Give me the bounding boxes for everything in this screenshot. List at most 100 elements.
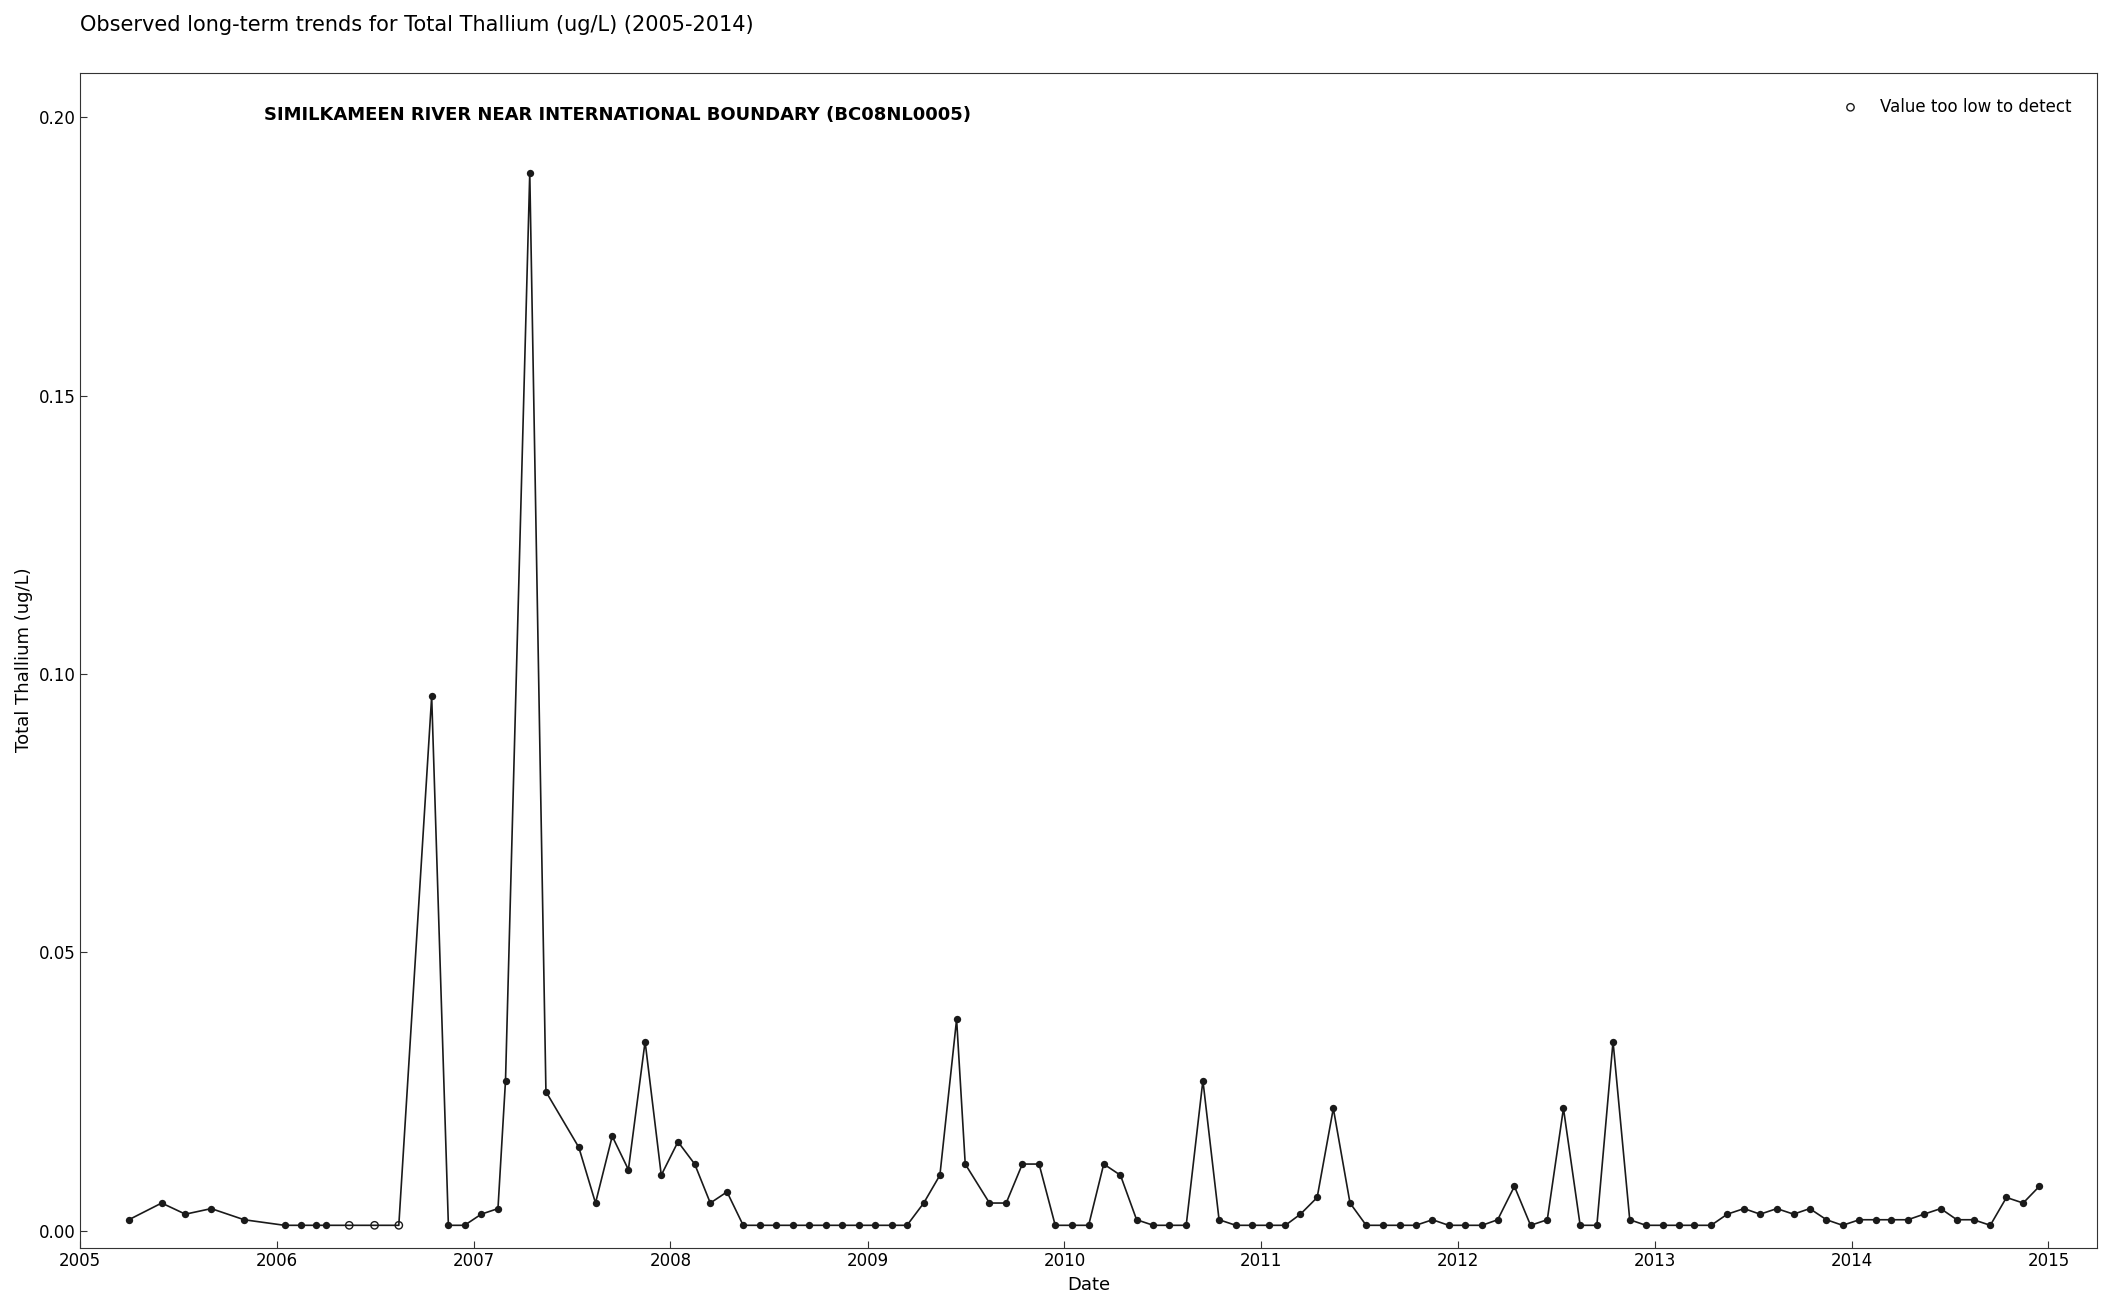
Point	[1628, 1215, 1662, 1236]
Point	[285, 1215, 319, 1236]
Point	[1466, 1215, 1500, 1236]
Point	[841, 1215, 874, 1236]
Point	[693, 1192, 727, 1213]
Point	[1941, 1210, 1975, 1230]
Point	[1449, 1215, 1483, 1236]
Point	[974, 1192, 1007, 1213]
Point	[357, 1215, 391, 1236]
Point	[1398, 1215, 1432, 1236]
Point	[743, 1215, 777, 1236]
Point	[1153, 1215, 1187, 1236]
Point	[1662, 1215, 1696, 1236]
Point	[1088, 1153, 1121, 1174]
Point	[1924, 1198, 1958, 1219]
Point	[1645, 1215, 1679, 1236]
Point	[1383, 1215, 1417, 1236]
Point	[414, 686, 448, 707]
Point	[1202, 1210, 1236, 1230]
Legend: Value too low to detect: Value too low to detect	[1816, 81, 2089, 132]
Point	[1071, 1215, 1105, 1236]
Point	[1890, 1210, 1924, 1230]
Point	[1236, 1215, 1269, 1236]
Point	[1316, 1098, 1350, 1119]
Point	[792, 1215, 826, 1236]
Point	[612, 1160, 646, 1181]
Point	[1580, 1215, 1614, 1236]
Point	[382, 1215, 416, 1236]
Point	[940, 1009, 974, 1030]
Point	[1039, 1215, 1073, 1236]
Point	[146, 1192, 180, 1213]
Point	[332, 1215, 365, 1236]
Text: Observed long-term trends for Total Thallium (ug/L) (2005-2014): Observed long-term trends for Total Thal…	[80, 14, 754, 35]
Point	[661, 1131, 695, 1152]
Point	[874, 1215, 908, 1236]
Point	[1873, 1210, 1907, 1230]
Point	[1677, 1215, 1711, 1236]
Point	[1907, 1204, 1941, 1225]
X-axis label: Date: Date	[1067, 1276, 1111, 1295]
Point	[948, 1153, 982, 1174]
Point	[1105, 1165, 1138, 1186]
Point	[1481, 1210, 1514, 1230]
Point	[112, 1210, 146, 1230]
Point	[1187, 1069, 1221, 1090]
Point	[857, 1215, 891, 1236]
Point	[1956, 1210, 1990, 1230]
Point	[1497, 1175, 1531, 1196]
Point	[1514, 1215, 1548, 1236]
Point	[1531, 1210, 1565, 1230]
Point	[579, 1192, 612, 1213]
Point	[2023, 1175, 2057, 1196]
Point	[1759, 1198, 1793, 1219]
Point	[300, 1215, 334, 1236]
Point	[596, 1126, 629, 1147]
Point	[1614, 1210, 1647, 1230]
Point	[482, 1198, 515, 1219]
Point	[1170, 1215, 1204, 1236]
Point	[2006, 1192, 2040, 1213]
Point	[1825, 1215, 1859, 1236]
Point	[1776, 1204, 1810, 1225]
Point	[513, 162, 547, 183]
Point	[1728, 1198, 1761, 1219]
Point	[988, 1192, 1022, 1213]
Point	[1432, 1215, 1466, 1236]
Point	[1301, 1187, 1335, 1208]
Point	[448, 1215, 482, 1236]
Point	[169, 1204, 203, 1225]
Point	[1269, 1215, 1303, 1236]
Point	[1793, 1198, 1827, 1219]
Point	[1350, 1215, 1383, 1236]
Point	[1694, 1215, 1728, 1236]
Point	[775, 1215, 809, 1236]
Point	[268, 1215, 302, 1236]
Point	[1022, 1153, 1056, 1174]
Point	[1415, 1210, 1449, 1230]
Point	[1056, 1215, 1090, 1236]
Point	[308, 1215, 342, 1236]
Point	[1597, 1031, 1630, 1052]
Point	[1005, 1153, 1039, 1174]
Point	[923, 1165, 957, 1186]
Point	[1711, 1204, 1745, 1225]
Point	[627, 1031, 661, 1052]
Point	[488, 1069, 522, 1090]
Point	[1859, 1210, 1892, 1230]
Point	[431, 1215, 465, 1236]
Point	[727, 1215, 760, 1236]
Point	[809, 1215, 843, 1236]
Point	[1990, 1187, 2023, 1208]
Point	[678, 1153, 712, 1174]
Point	[906, 1192, 940, 1213]
Point	[644, 1165, 678, 1186]
Y-axis label: Total Thallium (ug/L): Total Thallium (ug/L)	[15, 568, 34, 753]
Point	[826, 1215, 860, 1236]
Point	[1366, 1215, 1400, 1236]
Point	[562, 1138, 596, 1158]
Point	[528, 1081, 562, 1102]
Point	[1842, 1210, 1875, 1230]
Point	[1136, 1215, 1170, 1236]
Point	[465, 1204, 498, 1225]
Point	[1284, 1204, 1318, 1225]
